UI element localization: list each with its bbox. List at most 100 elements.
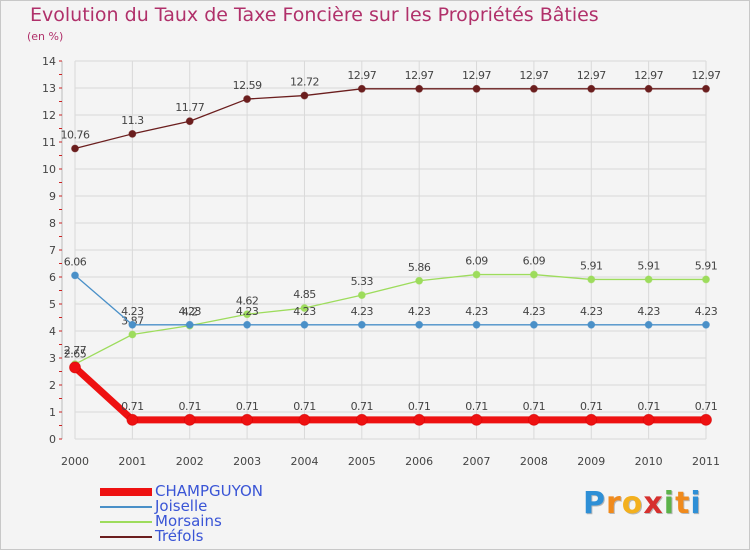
chart-title: Evolution du Taux de Taxe Foncière sur l… (30, 4, 599, 26)
x-tick-label: 2000 (61, 455, 89, 468)
y-tick-label: 2 (49, 379, 56, 392)
data-point-tr-fols (472, 84, 481, 93)
data-label-morsains: 6.09 (523, 255, 546, 268)
data-point-champguyon (355, 413, 368, 426)
data-point-tr-fols (530, 84, 538, 93)
data-point-champguyon (413, 413, 426, 426)
y-tick-label: 9 (49, 190, 56, 203)
data-point-joiselle (300, 320, 309, 329)
data-label-morsains: 4.85 (293, 288, 316, 301)
data-point-champguyon (470, 413, 483, 426)
data-point-tr-fols (71, 144, 79, 153)
data-label-joiselle: 4.23 (178, 305, 201, 318)
data-point-joiselle (357, 320, 366, 329)
data-label-champguyon: 0.71 (236, 400, 259, 413)
data-label-tr-fols: 10.76 (61, 128, 90, 141)
data-point-tr-fols (702, 84, 710, 93)
data-label-morsains: 4.62 (236, 294, 259, 307)
data-label-joiselle: 4.23 (580, 305, 603, 318)
data-label-champguyon: 2.65 (64, 347, 87, 360)
y-tick-label: 8 (49, 217, 56, 230)
proxiti-logo: Proxiti (583, 486, 702, 521)
data-point-morsains (415, 276, 424, 285)
x-tick-label: 2003 (233, 455, 261, 468)
data-label-morsains: 6.09 (465, 255, 488, 268)
y-tick-label: 11 (42, 136, 56, 149)
data-point-morsains (702, 275, 710, 284)
x-tick-label: 2004 (290, 455, 318, 468)
legend-swatch-tr-fols (100, 536, 152, 538)
x-tick-label: 2002 (176, 455, 204, 468)
data-label-tr-fols: 12.97 (692, 69, 721, 82)
y-tick-label: 10 (42, 163, 56, 176)
data-label-champguyon: 0.71 (408, 400, 431, 413)
data-point-morsains (357, 291, 366, 299)
y-tick-label: 6 (49, 271, 56, 284)
legend-swatch-morsains (100, 521, 152, 523)
data-point-joiselle (644, 320, 653, 329)
series-line-tr-fols (74, 88, 707, 150)
logo-letter: o (621, 486, 644, 521)
data-point-joiselle (472, 320, 481, 329)
data-point-morsains (300, 304, 309, 312)
y-tick-label: 14 (42, 55, 56, 68)
data-label-champguyon: 0.71 (465, 400, 488, 413)
data-point-joiselle (530, 320, 538, 329)
y-tick-label: 7 (49, 244, 56, 257)
data-point-champguyon (69, 361, 81, 374)
x-tick-label: 2008 (520, 455, 548, 468)
data-point-joiselle (71, 271, 79, 280)
x-tick-label: 2007 (463, 455, 491, 468)
data-point-tr-fols (128, 129, 137, 138)
logo-letter: i (690, 486, 702, 521)
logo-letter: t (675, 486, 691, 521)
data-label-morsains: 5.91 (637, 259, 660, 272)
data-label-tr-fols: 12.97 (577, 69, 606, 82)
data-label-joiselle: 4.23 (465, 305, 488, 318)
x-tick-label: 2006 (405, 455, 433, 468)
data-label-tr-fols: 11.77 (175, 101, 204, 114)
data-label-morsains: 5.33 (351, 275, 374, 288)
data-point-champguyon (528, 413, 540, 426)
data-point-champguyon (241, 413, 253, 426)
data-point-morsains (530, 270, 538, 279)
y-tick-label: 12 (42, 109, 56, 122)
data-point-joiselle (415, 320, 424, 329)
data-point-champguyon (126, 413, 139, 426)
data-label-joiselle: 4.23 (293, 305, 316, 318)
data-label-champguyon: 0.71 (351, 400, 374, 413)
data-point-joiselle (243, 320, 251, 329)
data-point-joiselle (587, 320, 596, 329)
data-label-champguyon: 0.71 (121, 400, 144, 413)
data-label-champguyon: 0.71 (695, 400, 718, 413)
data-point-tr-fols (357, 84, 366, 93)
y-tick-label: 4 (49, 325, 56, 338)
data-point-joiselle (128, 320, 137, 329)
data-point-champguyon (585, 413, 598, 426)
logo-letter: x (643, 486, 664, 521)
data-point-morsains (587, 275, 596, 284)
data-label-joiselle: 4.23 (351, 305, 374, 318)
legend-swatch-champguyon (100, 488, 152, 496)
data-label-morsains: 5.86 (408, 261, 431, 274)
data-label-joiselle: 4.23 (637, 305, 660, 318)
data-point-morsains (472, 270, 481, 279)
data-label-champguyon: 0.71 (580, 400, 603, 413)
x-tick-label: 2001 (118, 455, 146, 468)
y-tick-label: 1 (49, 406, 56, 419)
legend-label-tr-fols: Tréfols (155, 527, 204, 545)
logo-letter: r (606, 486, 622, 521)
data-label-tr-fols: 12.97 (634, 69, 663, 82)
data-label-joiselle: 4.23 (523, 305, 546, 318)
data-point-tr-fols (587, 84, 596, 93)
legend-swatch-joiselle (100, 506, 152, 508)
logo-letter: i (663, 486, 676, 521)
data-label-morsains: 4.2 (182, 306, 198, 319)
y-tick-label: 3 (49, 352, 56, 365)
data-point-morsains (128, 330, 137, 339)
x-tick-label: 2009 (577, 455, 605, 468)
x-tick-label: 2011 (692, 455, 720, 468)
y-tick-label: 13 (42, 82, 56, 95)
